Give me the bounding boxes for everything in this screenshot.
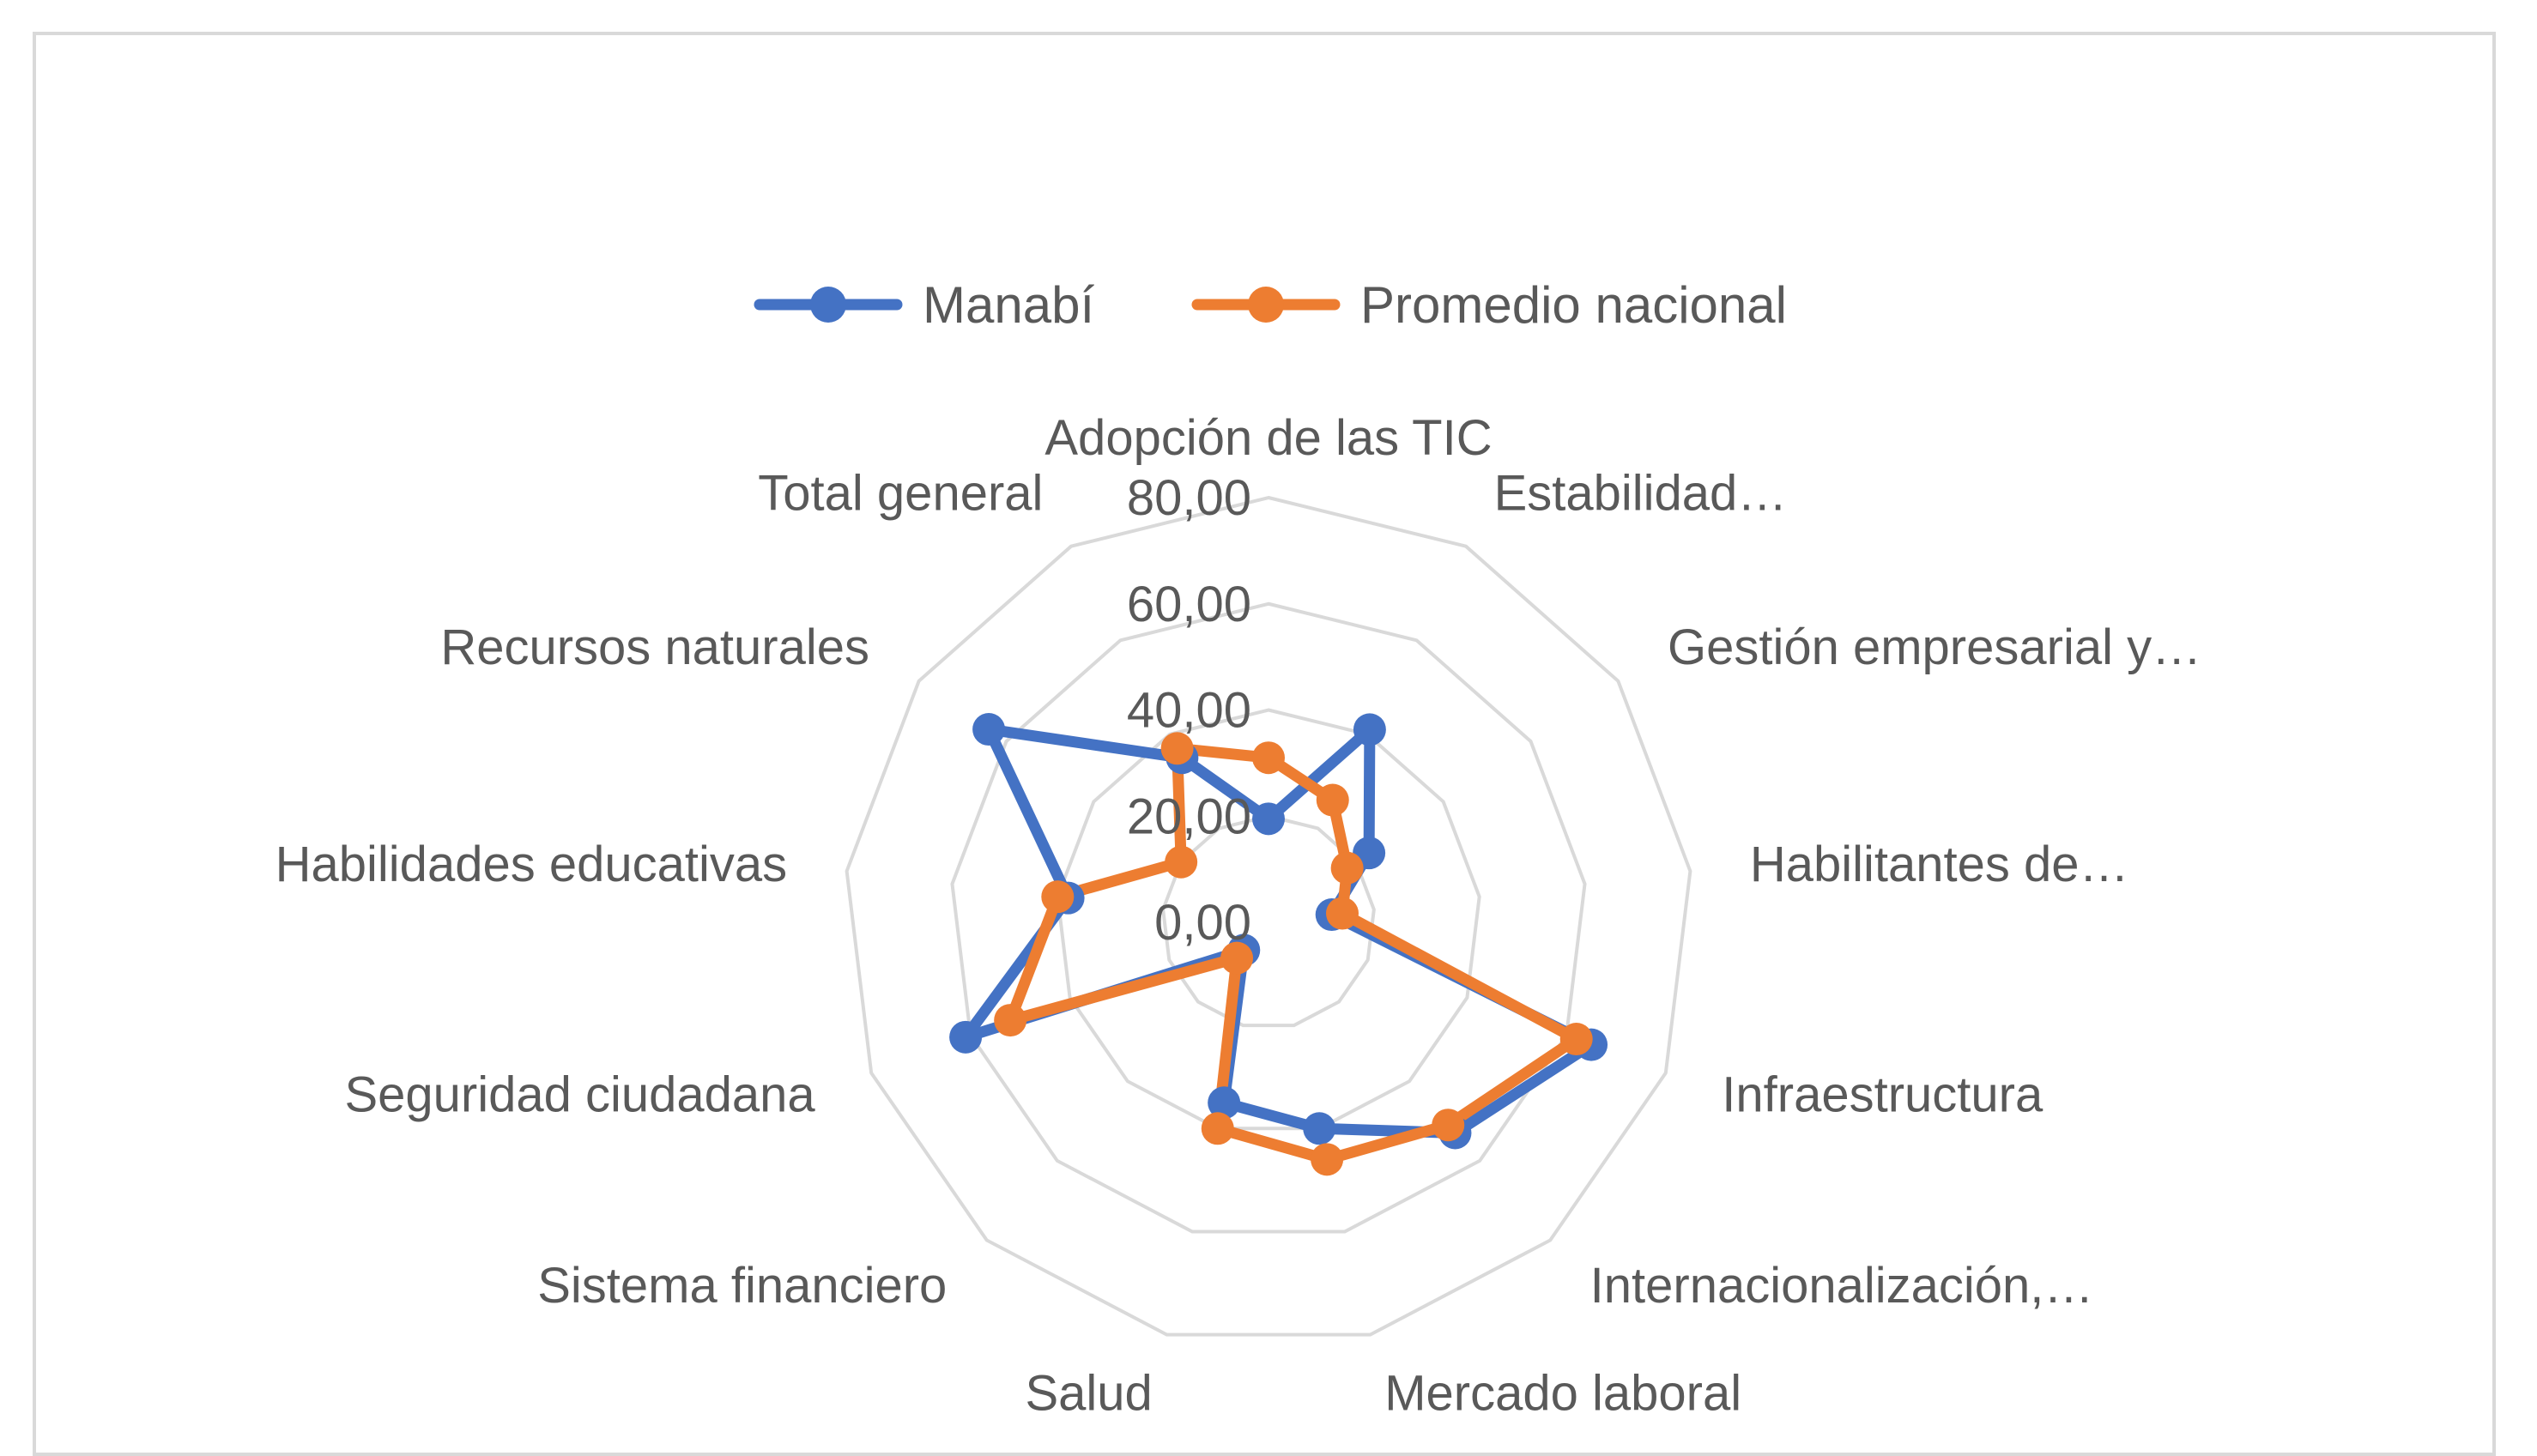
legend: Manabí Promedio nacional — [754, 276, 1787, 334]
category-label: Gestión empresarial y… — [1668, 619, 2201, 675]
category-label: Salud — [1025, 1366, 1152, 1422]
series-point-1-0 — [1252, 741, 1285, 775]
tick-label: 80,00 — [1127, 470, 1251, 526]
series-point-0-7 — [1208, 1086, 1241, 1120]
grid-ring — [1056, 708, 1481, 1131]
tick-label: 60,00 — [1127, 577, 1251, 632]
series-points — [949, 713, 1608, 1176]
radial-tick-labels: 0,00 20,00 40,00 60,00 80,00 — [1127, 470, 1251, 951]
legend-swatch-marker — [810, 287, 846, 323]
grid-ring — [950, 601, 1587, 1234]
series-point-1-12 — [1160, 732, 1194, 765]
tick-label: 20,00 — [1127, 788, 1251, 844]
series-point-1-6 — [1311, 1143, 1344, 1176]
category-label: Habilitantes de… — [1750, 837, 2129, 892]
tick-label: 40,00 — [1127, 683, 1251, 739]
legend-label: Manabí — [923, 276, 1094, 334]
series-point-0-6 — [1303, 1112, 1336, 1145]
category-label: Seguridad ciudadana — [344, 1066, 815, 1122]
category-label: Internacionalización,… — [1590, 1258, 2094, 1314]
radar-grid — [845, 495, 1692, 1337]
series-point-0-11 — [972, 713, 1006, 746]
series-point-1-1 — [1316, 783, 1349, 817]
series-point-1-3 — [1325, 897, 1359, 930]
series-point-1-4 — [1559, 1023, 1593, 1056]
series-point-1-8 — [1220, 941, 1254, 975]
category-label: Infraestructura — [1722, 1066, 2044, 1122]
series-point-0-1 — [1353, 713, 1386, 746]
series-point-1-11 — [1165, 845, 1198, 879]
category-label: Estabilidad… — [1494, 466, 1788, 522]
category-label: Recursos naturales — [440, 619, 869, 675]
series-point-1-7 — [1201, 1112, 1234, 1145]
series-line-0 — [960, 723, 1597, 1139]
category-label: Adopción de las TIC — [1044, 410, 1492, 466]
series-point-1-2 — [1330, 851, 1364, 885]
series-point-0-0 — [1252, 802, 1285, 836]
series-point-0-9 — [949, 1020, 983, 1054]
series-line-1 — [1004, 742, 1583, 1165]
series-point-1-10 — [1041, 880, 1075, 914]
tick-label: 0,00 — [1154, 895, 1251, 951]
grid-ring — [845, 495, 1692, 1337]
category-label: Total general — [758, 466, 1043, 522]
series-point-1-5 — [1432, 1109, 1465, 1142]
category-label: Sistema financiero — [537, 1258, 947, 1314]
category-label: Mercado laboral — [1384, 1366, 1741, 1422]
series-lines — [960, 723, 1597, 1165]
category-label: Habilidades educativas — [275, 837, 787, 892]
legend-label: Promedio nacional — [1360, 276, 1787, 334]
legend-swatch-marker — [1248, 287, 1284, 323]
series-point-1-9 — [994, 1004, 1027, 1037]
